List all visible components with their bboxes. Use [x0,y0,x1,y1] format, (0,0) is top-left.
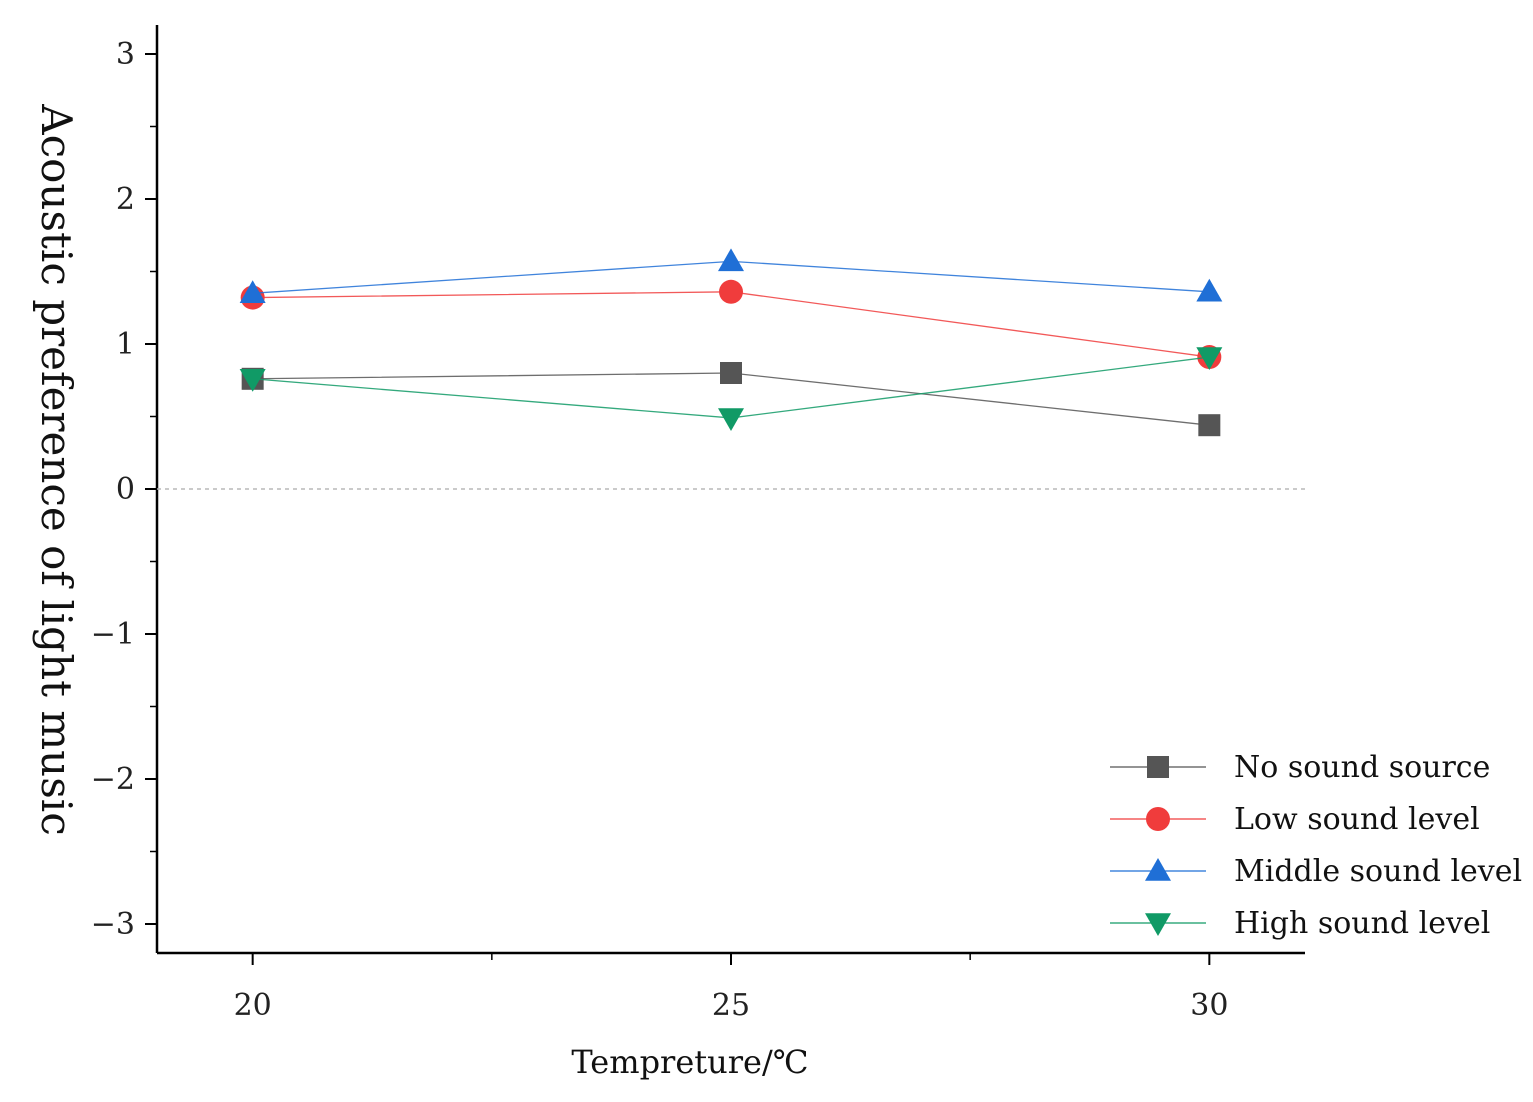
data-point-middle-sound-level [239,280,266,303]
x-axis-title: Tempreture/℃ [571,1043,808,1081]
series-low-sound-level [240,279,1222,370]
x-tick-label: 20 [234,988,272,1023]
y-tick-label: 2 [116,182,135,217]
data-point-low-sound-level [719,279,743,304]
legend-marker [1145,858,1171,881]
y-tick-label: −3 [91,907,135,942]
data-point-high-sound-level [239,369,266,392]
legend-label: No sound source [1234,750,1490,785]
legend-item-low-sound-level: Low sound level [1110,802,1480,837]
y-axis-title: Acoustic preference of light music [32,103,81,835]
x-tick-label: 30 [1190,988,1228,1023]
data-point-high-sound-level [1196,347,1223,371]
y-tick-label: −1 [91,617,135,652]
y-tick-label: 0 [116,472,135,507]
legend-label: High sound level [1234,906,1490,941]
data-point-no-sound-source [1198,414,1221,437]
series-layer [239,248,1223,437]
legend-item-middle-sound-level: Middle sound level [1110,854,1522,889]
legend-item-no-sound-source: No sound source [1110,750,1490,785]
legend-marker [1145,913,1171,936]
legend-label: Middle sound level [1234,854,1522,889]
axes: 3 2 1 0 −1 −2 −3 20 25 30 [91,25,1305,1023]
y-tick-label: 1 [116,327,135,362]
data-point-high-sound-level [718,408,744,431]
legend-marker [1146,807,1170,831]
legend-marker [1147,756,1169,778]
y-tick-label: 3 [116,37,135,72]
y-tick-label: −2 [91,762,135,797]
legend: No sound source Low sound level Middle sou… [1110,750,1522,941]
x-tick-label: 25 [712,988,750,1023]
series-middle-sound-level [239,248,1223,303]
data-point-middle-sound-level [1196,278,1223,302]
series-high-sound-level [239,347,1223,431]
data-point-no-sound-source [720,362,742,384]
legend-label: Low sound level [1234,802,1480,837]
data-point-middle-sound-level [718,248,744,272]
legend-item-high-sound-level: High sound level [1110,906,1490,941]
